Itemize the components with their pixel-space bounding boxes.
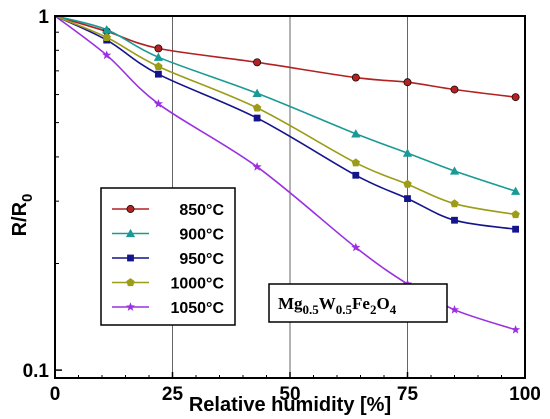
data-point: [404, 195, 411, 203]
axis-ticks: 0 25 50 75 100 0.1 1: [23, 7, 541, 405]
data-point: [450, 199, 459, 208]
data-point: [402, 148, 413, 157]
legend-marker: [126, 278, 135, 287]
data-point: [449, 305, 460, 314]
legend-label: 1050°C: [170, 300, 224, 317]
legend-entry: 1050°C: [112, 300, 224, 317]
data-point: [102, 50, 112, 60]
data-point: [153, 99, 163, 108]
data-point: [512, 225, 519, 233]
data-point: [511, 186, 521, 195]
data-point: [511, 210, 520, 219]
x-tick-label: 50: [279, 384, 300, 405]
annotation-formula: Mg0.5W0.5Fe2O4: [278, 294, 397, 317]
data-point: [102, 25, 112, 34]
legend-marker: [127, 254, 134, 262]
legend: 850°C 900°C 950°C 1000°C 1050°C: [100, 187, 236, 326]
data-point: [403, 179, 412, 188]
formula-symbol: W: [319, 294, 336, 313]
legend-entry: 850°C: [112, 202, 224, 219]
series-950°C: [54, 15, 519, 233]
formula-symbol: Fe: [352, 294, 370, 313]
legend-label: 1000°C: [170, 276, 224, 293]
data-point: [154, 44, 163, 53]
x-axis-title: Relative humidity [%]: [189, 394, 391, 416]
data-point: [351, 242, 361, 252]
data-point: [102, 33, 111, 41]
data-point: [351, 129, 361, 138]
series-900°C: [54, 15, 521, 195]
data-point: [351, 73, 360, 82]
formula-subscript: 0.5: [336, 302, 353, 317]
x-tick-label: 100: [509, 384, 541, 405]
series-line: [54, 15, 516, 192]
y-axis-title-main: R/R: [9, 201, 31, 236]
series-layer: [54, 15, 521, 334]
data-point: [352, 171, 360, 179]
series-850°C: [54, 15, 520, 102]
data-point: [351, 158, 360, 167]
legend-label: 950°C: [179, 251, 224, 268]
data-point: [252, 103, 262, 112]
legend-label: 900°C: [179, 227, 224, 244]
series-line: [54, 15, 516, 98]
legend-marker: [126, 205, 135, 213]
legend-marker: [125, 228, 136, 238]
data-point: [511, 93, 520, 102]
y-tick-label: 0.1: [23, 361, 50, 382]
annotation-box: [268, 283, 448, 323]
legend-entry: 1000°C: [112, 276, 224, 293]
x-tick-label: 25: [162, 384, 184, 405]
legend-label: 850°C: [179, 202, 224, 219]
x-tick-label: 0: [50, 384, 61, 405]
data-point: [449, 166, 460, 175]
formula-subscript: 4: [390, 302, 397, 317]
data-point: [253, 58, 262, 67]
data-point: [403, 78, 412, 87]
y-tick-label: 1: [38, 7, 49, 28]
legend-entry: 900°C: [112, 227, 224, 244]
data-point: [252, 162, 262, 171]
data-point: [450, 85, 459, 94]
series-line: [54, 15, 516, 216]
formula-subscript: 2: [370, 302, 377, 317]
y-axis-title: R/R0: [9, 194, 36, 237]
data-point: [252, 88, 262, 97]
formula-annotation: Mg0.5W0.5Fe2O4: [268, 283, 448, 323]
data-point: [253, 114, 261, 122]
legend-marker: [125, 302, 136, 311]
y-axis-title-sub: 0: [19, 194, 36, 202]
legend-entry: 950°C: [112, 251, 224, 268]
series-line: [54, 15, 516, 230]
data-point: [511, 325, 521, 334]
data-point: [154, 62, 163, 71]
data-point: [155, 70, 162, 78]
formula-symbol: O: [376, 294, 389, 313]
x-tick-label: 75: [397, 384, 419, 405]
data-point: [451, 216, 458, 224]
data-point: [153, 52, 163, 61]
series-1000°C: [54, 15, 520, 219]
legend-box: [100, 187, 236, 326]
formula-symbol: Mg: [278, 294, 303, 313]
formula-subscript: 0.5: [303, 302, 320, 317]
